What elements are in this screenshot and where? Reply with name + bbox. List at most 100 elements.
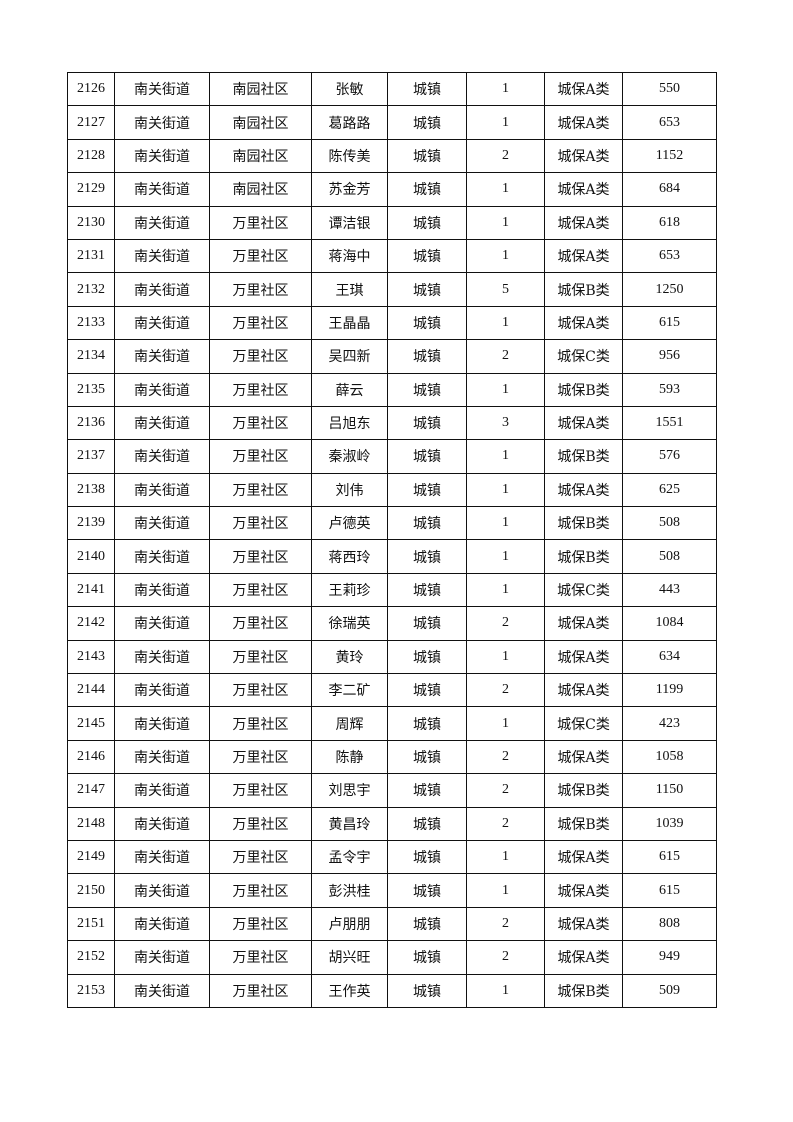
amount-cell: 1551 <box>622 405 717 441</box>
amount-cell: 634 <box>622 639 717 675</box>
table-row: 2138 南关街道 万里社区 刘伟 城镇 1 城保A类 625 <box>67 472 717 508</box>
insurance-category-cell: 城保B类 <box>544 506 623 541</box>
row-number-cell: 2130 <box>67 205 115 240</box>
insurance-category-cell: 城保B类 <box>544 973 623 1008</box>
community-cell: 万里社区 <box>209 572 312 608</box>
household-size-cell: 2 <box>466 940 545 975</box>
amount-cell: 956 <box>622 339 717 374</box>
household-size-cell: 2 <box>466 906 545 942</box>
name-cell: 黄玲 <box>311 639 388 675</box>
row-number-cell: 2143 <box>67 639 115 675</box>
household-type-cell: 城镇 <box>387 339 467 374</box>
amount-cell: 550 <box>622 71 717 107</box>
name-cell: 卢朋朋 <box>311 906 388 942</box>
household-size-cell: 2 <box>466 806 545 841</box>
table-row: 2143 南关街道 万里社区 黄玲 城镇 1 城保A类 634 <box>67 639 717 675</box>
subdistrict-cell: 南关街道 <box>114 372 210 407</box>
amount-cell: 1199 <box>622 673 717 708</box>
household-size-cell: 2 <box>466 773 545 808</box>
household-size-cell: 1 <box>466 439 545 474</box>
household-size-cell: 1 <box>466 238 545 274</box>
community-cell: 万里社区 <box>209 205 312 240</box>
community-cell: 万里社区 <box>209 606 312 641</box>
table-row: 2134 南关街道 万里社区 吴四新 城镇 2 城保C类 956 <box>67 339 717 374</box>
household-size-cell: 2 <box>466 739 545 775</box>
insurance-category-cell: 城保A类 <box>544 405 623 441</box>
table-row: 2141 南关街道 万里社区 王莉珍 城镇 1 城保C类 443 <box>67 572 717 608</box>
table-row: 2147 南关街道 万里社区 刘思宇 城镇 2 城保B类 1150 <box>67 773 717 808</box>
community-cell: 南园社区 <box>209 71 312 107</box>
community-cell: 万里社区 <box>209 639 312 675</box>
household-size-cell: 2 <box>466 673 545 708</box>
row-number-cell: 2139 <box>67 506 115 541</box>
household-type-cell: 城镇 <box>387 906 467 942</box>
community-cell: 万里社区 <box>209 773 312 808</box>
amount-cell: 423 <box>622 706 717 741</box>
amount-cell: 684 <box>622 172 717 207</box>
household-type-cell: 城镇 <box>387 806 467 841</box>
table-row: 2130 南关街道 万里社区 谭洁银 城镇 1 城保A类 618 <box>67 205 717 240</box>
name-cell: 陈静 <box>311 739 388 775</box>
community-cell: 万里社区 <box>209 305 312 341</box>
household-type-cell: 城镇 <box>387 305 467 341</box>
subdistrict-cell: 南关街道 <box>114 138 210 174</box>
amount-cell: 615 <box>622 839 717 875</box>
household-type-cell: 城镇 <box>387 472 467 508</box>
row-number-cell: 2141 <box>67 572 115 608</box>
row-number-cell: 2153 <box>67 973 115 1008</box>
row-number-cell: 2134 <box>67 339 115 374</box>
insurance-category-cell: 城保A类 <box>544 739 623 775</box>
subdistrict-cell: 南关街道 <box>114 472 210 508</box>
name-cell: 卢德英 <box>311 506 388 541</box>
amount-cell: 1058 <box>622 739 717 775</box>
row-number-cell: 2144 <box>67 673 115 708</box>
community-cell: 万里社区 <box>209 673 312 708</box>
table-row: 2144 南关街道 万里社区 李二矿 城镇 2 城保A类 1199 <box>67 673 717 708</box>
community-cell: 南园社区 <box>209 172 312 207</box>
amount-cell: 1150 <box>622 773 717 808</box>
amount-cell: 1039 <box>622 806 717 841</box>
household-type-cell: 城镇 <box>387 138 467 174</box>
subdistrict-cell: 南关街道 <box>114 773 210 808</box>
insurance-category-cell: 城保B类 <box>544 806 623 841</box>
household-type-cell: 城镇 <box>387 272 467 307</box>
table-row: 2152 南关街道 万里社区 胡兴旺 城镇 2 城保A类 949 <box>67 940 717 975</box>
name-cell: 彭洪桂 <box>311 873 388 908</box>
table-row: 2133 南关街道 万里社区 王晶晶 城镇 1 城保A类 615 <box>67 305 717 341</box>
community-cell: 万里社区 <box>209 405 312 441</box>
subdistrict-cell: 南关街道 <box>114 940 210 975</box>
name-cell: 蒋西玲 <box>311 539 388 574</box>
table-row: 2151 南关街道 万里社区 卢朋朋 城镇 2 城保A类 808 <box>67 906 717 942</box>
subdistrict-cell: 南关街道 <box>114 205 210 240</box>
name-cell: 苏金芳 <box>311 172 388 207</box>
subdistrict-cell: 南关街道 <box>114 806 210 841</box>
name-cell: 胡兴旺 <box>311 940 388 975</box>
insurance-category-cell: 城保A类 <box>544 906 623 942</box>
insurance-category-cell: 城保C类 <box>544 572 623 608</box>
name-cell: 孟令宇 <box>311 839 388 875</box>
table-row: 2145 南关街道 万里社区 周辉 城镇 1 城保C类 423 <box>67 706 717 741</box>
insurance-category-cell: 城保A类 <box>544 873 623 908</box>
community-cell: 万里社区 <box>209 940 312 975</box>
amount-cell: 949 <box>622 940 717 975</box>
household-size-cell: 5 <box>466 272 545 307</box>
community-cell: 万里社区 <box>209 372 312 407</box>
insurance-category-cell: 城保A类 <box>544 105 623 140</box>
insurance-category-cell: 城保A类 <box>544 138 623 174</box>
household-type-cell: 城镇 <box>387 506 467 541</box>
amount-cell: 615 <box>622 305 717 341</box>
name-cell: 蒋海中 <box>311 238 388 274</box>
subdistrict-cell: 南关街道 <box>114 238 210 274</box>
table-row: 2128 南关街道 南园社区 陈传美 城镇 2 城保A类 1152 <box>67 138 717 174</box>
community-cell: 万里社区 <box>209 839 312 875</box>
household-type-cell: 城镇 <box>387 172 467 207</box>
community-cell: 万里社区 <box>209 506 312 541</box>
table-row: 2150 南关街道 万里社区 彭洪桂 城镇 1 城保A类 615 <box>67 873 717 908</box>
community-cell: 万里社区 <box>209 906 312 942</box>
row-number-cell: 2145 <box>67 706 115 741</box>
household-size-cell: 3 <box>466 405 545 441</box>
community-cell: 万里社区 <box>209 806 312 841</box>
name-cell: 张敏 <box>311 71 388 107</box>
name-cell: 陈传美 <box>311 138 388 174</box>
row-number-cell: 2127 <box>67 105 115 140</box>
